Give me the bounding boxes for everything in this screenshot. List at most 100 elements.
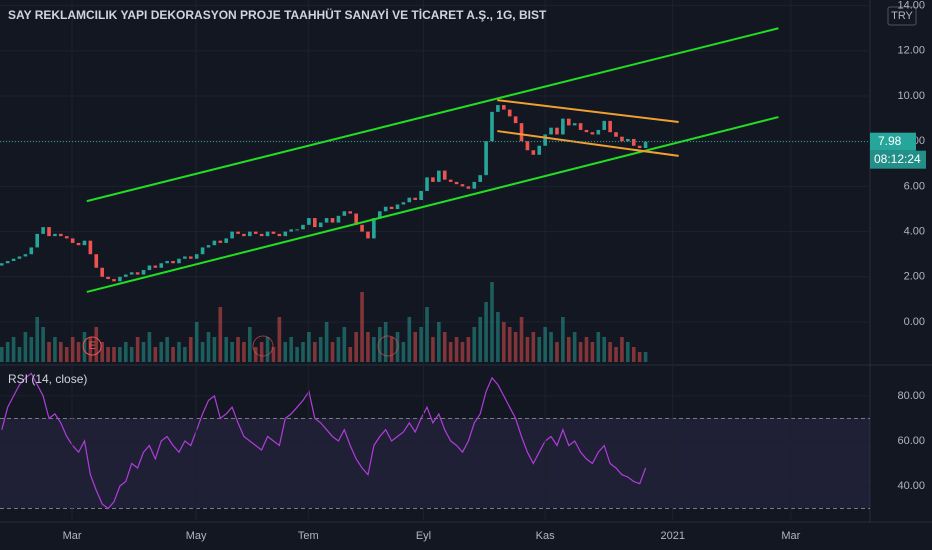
candle — [507, 109, 512, 117]
volume-bar — [94, 327, 99, 362]
volume-bar — [100, 342, 104, 362]
candle — [23, 254, 28, 257]
volume-bar — [614, 347, 618, 362]
volume-bar — [135, 337, 140, 362]
y-tick-label: 80.00 — [897, 390, 925, 402]
volume-bar — [454, 337, 459, 362]
currency: TRY — [891, 10, 913, 22]
volume-bar — [141, 342, 146, 362]
candle — [437, 170, 441, 182]
trend-line — [86, 116, 779, 293]
volume-bar — [602, 337, 607, 362]
volume-bar — [543, 327, 547, 362]
volume-bar — [537, 337, 542, 362]
volume-bar — [253, 347, 258, 362]
candle — [442, 170, 447, 180]
candle — [271, 231, 276, 234]
volume-bar — [425, 307, 429, 362]
volume-bar — [336, 337, 341, 362]
candle — [318, 222, 323, 228]
candle — [289, 229, 293, 232]
volume-bar — [248, 327, 252, 362]
candle — [283, 231, 288, 237]
volume-bar — [502, 322, 506, 362]
candle — [372, 218, 376, 239]
candle — [76, 242, 81, 246]
candle — [407, 197, 412, 203]
volume-bar — [549, 332, 553, 362]
candle — [135, 272, 140, 275]
candle — [496, 105, 500, 112]
volume-bar — [165, 337, 169, 362]
dividend-marker[interactable] — [377, 335, 399, 357]
candle — [596, 129, 601, 135]
volume-bar — [437, 322, 441, 362]
x-tick-label: Eyl — [416, 530, 431, 542]
candle — [614, 132, 618, 137]
candle — [206, 245, 211, 248]
candle — [265, 231, 270, 237]
volume-bar — [129, 347, 134, 362]
candle — [425, 177, 429, 191]
last-price-label: 7.98 — [878, 134, 902, 148]
candle — [82, 240, 87, 246]
candle — [631, 138, 636, 146]
volume-bar — [513, 332, 518, 362]
candle — [578, 123, 583, 130]
candle — [324, 218, 329, 223]
volume-bar — [206, 332, 211, 362]
candle — [159, 263, 164, 268]
volume-bar — [478, 317, 482, 362]
volume-bar — [0, 347, 4, 362]
volume-bar — [442, 332, 447, 362]
x-tick-label: May — [186, 530, 207, 542]
candle — [466, 186, 471, 189]
volume-bar — [561, 317, 565, 362]
y-tick-label: 0.00 — [904, 316, 925, 328]
volume-bar — [401, 342, 406, 362]
candle — [277, 233, 282, 237]
volume-bar — [106, 347, 110, 362]
candle — [342, 211, 347, 216]
candle — [11, 258, 16, 261]
candle — [230, 231, 234, 239]
volume-bar — [354, 332, 358, 362]
volume-bar — [112, 347, 116, 362]
candle — [64, 236, 69, 239]
candle — [413, 197, 418, 200]
candle — [490, 111, 494, 142]
earnings-marker — [82, 336, 102, 356]
trend-line — [86, 27, 779, 203]
volume-bar — [324, 322, 329, 362]
candle — [153, 265, 158, 268]
volume-bar — [64, 347, 69, 362]
volume-bar — [59, 342, 63, 362]
volume-bar — [348, 347, 353, 362]
candle — [183, 256, 187, 259]
volume-bar — [29, 337, 34, 362]
volume-bar — [590, 342, 595, 362]
candle — [637, 145, 642, 149]
volume-bar — [283, 342, 288, 362]
volume-bar — [419, 327, 423, 362]
volume-bar — [318, 337, 323, 362]
volume-bar — [147, 332, 152, 362]
y-tick-label: 12.00 — [897, 45, 925, 57]
volume-bar — [11, 337, 16, 362]
volume-bar — [289, 337, 293, 362]
candle — [401, 202, 406, 205]
volume-bar — [360, 292, 364, 362]
candle — [419, 190, 423, 200]
candle — [454, 181, 459, 185]
y-tick-label: 10.00 — [897, 90, 925, 102]
volume-bar — [572, 332, 577, 362]
volume-bar — [88, 337, 93, 362]
candle — [59, 233, 63, 237]
volume-bar — [637, 352, 642, 362]
volume-bar — [35, 317, 40, 362]
last-price-box — [870, 132, 916, 151]
volume-bar — [484, 302, 488, 362]
y-tick-label: 4.00 — [904, 226, 925, 238]
volume-bar — [159, 342, 164, 362]
dividend-marker[interactable] — [252, 335, 274, 357]
